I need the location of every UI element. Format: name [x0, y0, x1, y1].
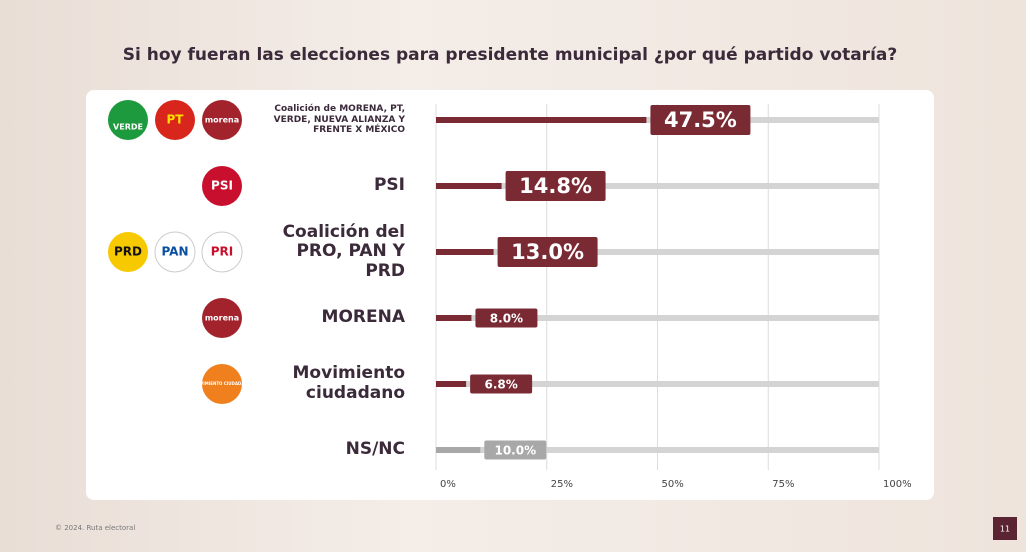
value-label: 13.0% — [511, 240, 584, 264]
party-logo-text: morena — [205, 314, 239, 323]
party-logo-text: PRI — [211, 245, 234, 259]
value-box — [497, 237, 598, 267]
value-label: 10.0% — [494, 444, 536, 458]
value-box — [475, 308, 538, 328]
bar — [436, 249, 494, 255]
page-number: 11 — [1000, 525, 1010, 534]
x-tick-label: 25% — [551, 479, 573, 490]
copyright: © 2024. Ruta electoral — [55, 524, 135, 532]
value-box — [484, 440, 547, 460]
party-logo — [201, 231, 243, 273]
party-logo — [154, 231, 196, 273]
party-logo-text: morena — [205, 116, 239, 125]
track — [436, 183, 879, 189]
party-logo — [155, 100, 195, 140]
party-logo-text: PAN — [161, 245, 188, 259]
track — [436, 315, 879, 321]
party-logo — [202, 100, 242, 140]
track — [436, 249, 879, 255]
bar — [436, 447, 481, 453]
bar — [436, 315, 472, 321]
page-box — [993, 517, 1017, 540]
x-tick-label: 50% — [662, 479, 684, 490]
category-label: Coalición de MORENA, PT, VERDE, NUEVA AL… — [273, 104, 405, 136]
party-logo — [202, 364, 242, 404]
track — [436, 447, 879, 453]
category-label: NS/NC — [345, 439, 405, 460]
chart-title: Si hoy fueran las elecciones para presid… — [123, 45, 897, 65]
category-label: PSI — [373, 175, 405, 196]
value-box — [650, 105, 751, 135]
party-logo — [108, 100, 148, 140]
party-logo-text: VERDE — [113, 123, 143, 132]
party-logo-text: PSI — [211, 179, 233, 193]
value-label: 6.8% — [484, 378, 517, 392]
bar — [436, 183, 502, 189]
party-logo — [202, 298, 242, 338]
category-label: Coalición del PRO, PAN Y PRD — [282, 221, 405, 281]
bar — [436, 381, 467, 387]
party-logo — [202, 166, 242, 206]
value-label: 14.8% — [519, 174, 592, 198]
bar — [436, 117, 647, 123]
track — [436, 381, 879, 387]
value-label: 8.0% — [490, 312, 523, 326]
party-logo — [108, 232, 148, 272]
party-logo-text: PT — [167, 113, 185, 127]
x-tick-label: 75% — [772, 479, 794, 490]
value-label: 47.5% — [664, 108, 737, 132]
category-label: Movimiento ciudadano — [292, 363, 405, 403]
x-tick-label: 100% — [883, 479, 912, 490]
value-box — [470, 374, 533, 394]
x-tick-label: 0% — [440, 479, 456, 490]
category-label: MORENA — [321, 307, 405, 328]
party-logo-text: PRD — [114, 245, 142, 259]
party-logo-text: MOVIMIENTO CIUDADANO — [193, 381, 252, 386]
value-box — [505, 171, 606, 201]
card — [86, 90, 934, 500]
